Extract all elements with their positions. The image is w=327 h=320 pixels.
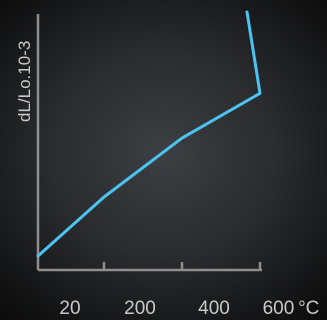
x-ticks [102, 262, 262, 269]
x-tick-label: 200 [124, 298, 156, 319]
x-tick-label: 400 [198, 298, 230, 319]
x-tick-label: 600 °C [263, 298, 320, 319]
x-tick-labels: 20 200 400 600 °C [59, 298, 319, 319]
y-axis-title: dL/Lo.10-3 [15, 41, 34, 122]
x-tick-label: 20 [59, 298, 80, 319]
series-line [36, 10, 262, 258]
